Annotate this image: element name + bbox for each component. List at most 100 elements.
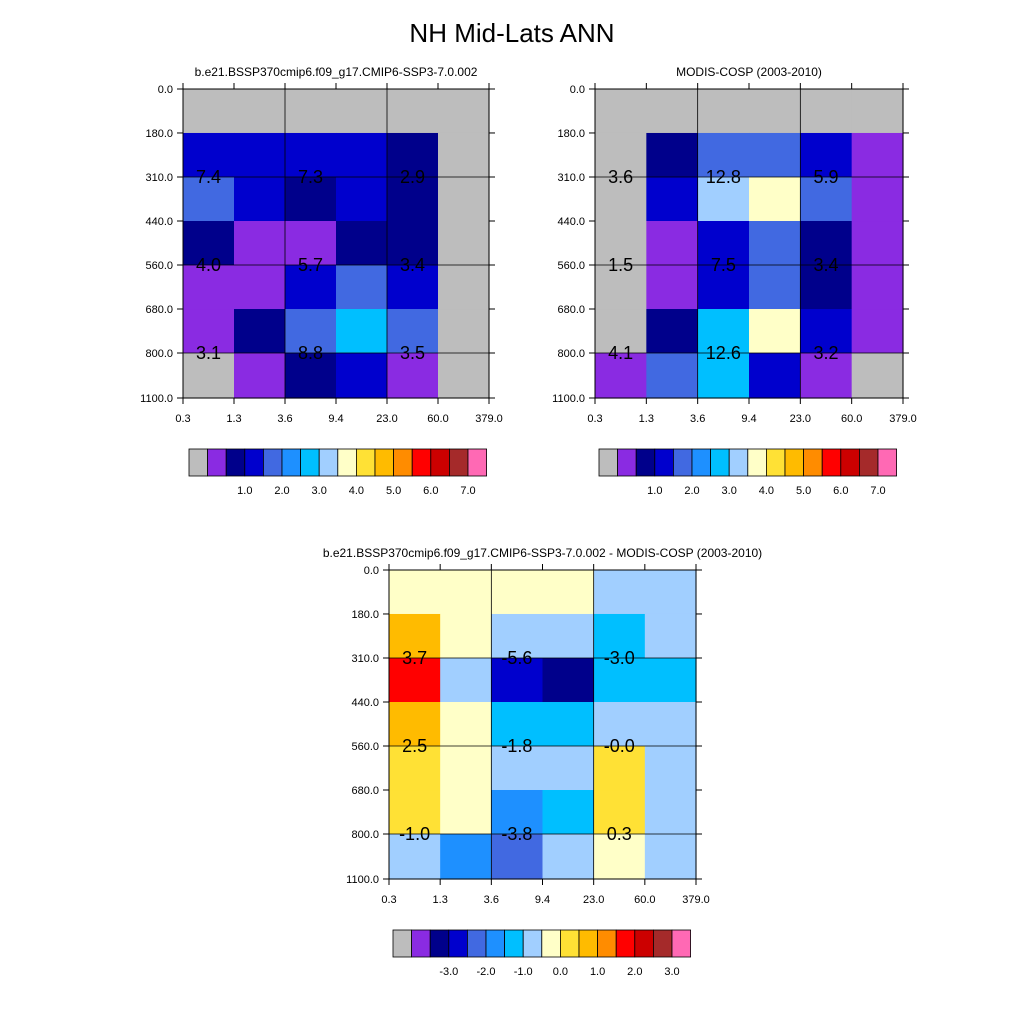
colorbar-label: 7.0: [870, 485, 885, 497]
colorbar-swatch: [671, 929, 692, 958]
heatmap-cell: [336, 221, 388, 266]
colorbar-swatch: [337, 448, 357, 477]
x-tick-label: 23.0: [376, 413, 397, 425]
heatmap-cell: [440, 613, 492, 659]
colorbar-swatch: [244, 448, 264, 477]
heatmap-cell: [542, 702, 595, 747]
heatmap-cell: [234, 353, 286, 399]
colorbar-label: 0.0: [553, 966, 568, 978]
heatmap-cell: [387, 309, 439, 354]
colorbar-swatch: [448, 448, 469, 477]
colorbar-swatch: [225, 448, 246, 477]
heatmap-cell: [234, 221, 286, 266]
heatmap-cell: [440, 746, 492, 791]
x-tick-label: 1.3: [433, 894, 448, 906]
colorbar-swatch: [803, 448, 823, 477]
heatmap-cell: [285, 265, 337, 310]
heatmap-cell: [285, 89, 337, 134]
y-tick-label: 310.0: [351, 653, 379, 665]
y-tick-label: 0.0: [158, 84, 173, 96]
x-tick-label: 379.0: [682, 894, 710, 906]
colorbar-swatch: [485, 929, 506, 958]
heatmap-cell: [183, 265, 235, 310]
colorbar-swatch: [654, 448, 674, 477]
heatmap-cell: [440, 658, 492, 703]
heatmap-cell: [800, 132, 853, 178]
heatmap-cell: [542, 613, 595, 659]
colorbar-label: 2.0: [627, 966, 642, 978]
cell-value-label: 3.6: [608, 167, 633, 187]
heatmap-cell: [644, 613, 697, 659]
colorbar-swatch: [411, 929, 431, 958]
cell-value-label: 12.6: [706, 343, 741, 363]
colorbar-swatch: [597, 929, 617, 958]
heatmap-cell: [389, 613, 441, 659]
panel-title: MODIS-COSP (2003-2010): [676, 65, 822, 79]
colorbar-label: 1.0: [590, 966, 605, 978]
heatmap-cell: [336, 265, 388, 310]
y-tick-label: 180.0: [557, 128, 585, 140]
heatmap-cell: [593, 790, 646, 835]
heatmap-cell: [595, 309, 647, 354]
colorbar-swatch: [411, 448, 432, 477]
colorbar-swatch: [784, 448, 805, 477]
y-tick-label: 1100.0: [346, 874, 379, 886]
colorbar-label: 6.0: [423, 485, 438, 497]
heatmap-cell: [749, 132, 801, 178]
colorbar-swatch: [691, 448, 712, 477]
colorbar-swatch: [766, 448, 786, 477]
heatmap-cell: [285, 309, 337, 354]
cell-value-label: 3.4: [400, 255, 425, 275]
y-tick-label: 800.0: [351, 829, 379, 841]
heatmap-cell: [697, 132, 750, 178]
x-tick-label: 0.3: [381, 894, 396, 906]
cell-value-label: -1.8: [501, 736, 532, 756]
y-tick-label: 800.0: [145, 348, 173, 360]
heatmap-cell: [438, 89, 490, 134]
heatmap-cell: [387, 265, 439, 310]
cell-value-label: -5.6: [501, 648, 532, 668]
colorbar-swatch: [466, 929, 487, 958]
colorbar-swatch: [635, 448, 656, 477]
heatmap-cell: [234, 89, 286, 134]
heatmap-cell: [593, 613, 646, 659]
panel-1: b.e21.BSSP370cmip6.f09_g17.CMIP6-SSP3-7.…: [140, 65, 503, 497]
heatmap-cell: [389, 570, 441, 615]
heatmap-cell: [595, 221, 647, 266]
cell-value-label: 8.8: [298, 343, 323, 363]
heatmap-cell: [389, 746, 441, 791]
colorbar-swatch: [877, 448, 898, 477]
x-tick-label: 23.0: [583, 894, 604, 906]
heatmap-cell: [595, 265, 647, 310]
y-tick-label: 1100.0: [552, 393, 585, 405]
heatmap-cell: [593, 834, 646, 880]
colorbar-swatch: [710, 448, 730, 477]
heatmap-cell: [644, 790, 697, 835]
x-tick-label: 60.0: [634, 894, 655, 906]
colorbar-swatch: [207, 448, 227, 477]
heatmap-cell: [438, 265, 490, 310]
cell-value-label: -3.8: [501, 824, 532, 844]
y-tick-label: 0.0: [570, 84, 585, 96]
heatmap-cell: [491, 790, 544, 835]
cell-value-label: 3.4: [813, 255, 838, 275]
x-tick-label: 9.4: [741, 413, 756, 425]
heatmap-cell: [491, 658, 544, 703]
heatmap-cell: [234, 132, 286, 178]
y-tick-label: 440.0: [557, 216, 585, 228]
heatmap-cell: [491, 834, 544, 880]
heatmap-cell: [542, 834, 595, 880]
colorbar-label: 2.0: [684, 485, 699, 497]
x-tick-label: 3.6: [484, 894, 499, 906]
heatmap-cell: [851, 132, 904, 178]
colorbar-swatch: [728, 448, 749, 477]
x-tick-label: 0.3: [587, 413, 602, 425]
panel-title: b.e21.BSSP370cmip6.f09_g17.CMIP6-SSP3-7.…: [323, 546, 762, 560]
heatmap-cell: [542, 746, 595, 791]
colorbar-swatch: [392, 929, 413, 958]
y-tick-label: 560.0: [351, 741, 379, 753]
heatmap-cell: [389, 790, 441, 835]
heatmap-cell: [542, 790, 595, 835]
heatmap-cell: [646, 132, 699, 178]
